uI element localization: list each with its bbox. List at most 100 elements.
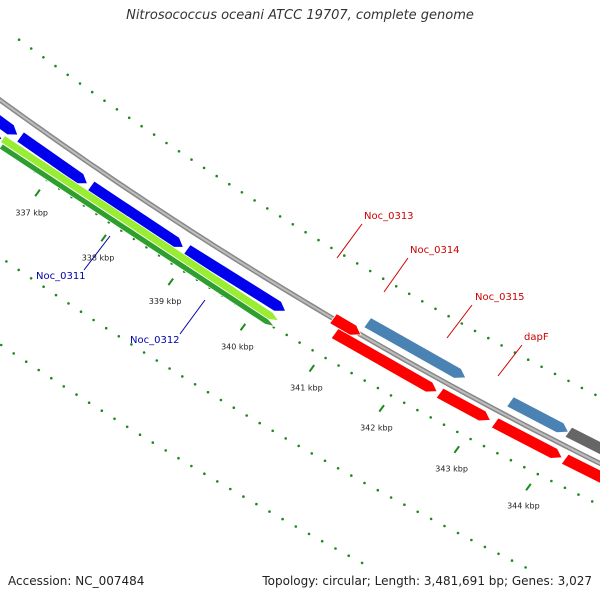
tick-dot — [368, 269, 372, 273]
tick-dot — [470, 538, 473, 542]
tick-dot — [155, 359, 159, 362]
tick-dot — [50, 376, 53, 380]
gene-label: Noc_0313 — [364, 211, 414, 222]
tick-dot — [460, 322, 464, 325]
tick-dot — [66, 73, 69, 77]
kbp-tick-label: 341 kbp — [290, 383, 323, 392]
tick-dot — [297, 444, 301, 448]
tick-dot — [87, 401, 91, 405]
kbp-tick — [378, 404, 385, 413]
cds-arrow — [86, 180, 184, 248]
tick-dot — [117, 335, 121, 338]
kbp-tick-label: 339 kbp — [149, 297, 182, 306]
tick-dot — [469, 437, 472, 441]
tick-dot — [215, 174, 218, 178]
cds-arrow — [0, 114, 19, 136]
tick-dot — [42, 285, 45, 289]
tick-dot — [337, 364, 340, 367]
tick-dot — [376, 386, 380, 390]
tick-dot — [253, 199, 256, 202]
tick-dot — [500, 344, 503, 347]
tick-dot — [483, 545, 487, 549]
tick-dot — [193, 383, 197, 386]
tick-dot — [24, 360, 28, 364]
tick-dot — [54, 293, 58, 297]
gene-label: Noc_0312 — [130, 335, 180, 346]
tick-dot — [381, 277, 385, 281]
tick-dot — [115, 108, 119, 111]
map-title: Nitrosococcus oceani ATCC 19707, complet… — [126, 8, 474, 23]
cds-arrow — [330, 327, 438, 393]
gene-label: Noc_0315 — [475, 292, 525, 303]
kbp-ticks: 337 kbp 338 kbp 339 kbp 340 kbp 341 kbp 342 k… — [15, 189, 540, 511]
kbp-tick-label: 343 kbp — [435, 464, 468, 473]
tick-dot — [473, 329, 477, 333]
kbp-tick — [308, 364, 316, 373]
tick-dot — [294, 525, 298, 528]
gene-label: dapF — [524, 332, 549, 343]
cds-arrow — [490, 417, 563, 459]
tick-dot — [376, 488, 380, 492]
tick-dot — [456, 430, 459, 434]
gene-label: Noc_0311 — [36, 271, 86, 282]
tick-dot — [416, 510, 420, 514]
tick-dot — [416, 408, 419, 412]
tick-dot — [164, 449, 167, 452]
tick-dot — [177, 150, 181, 153]
tick-dot — [360, 561, 364, 565]
gene-label-leader — [336, 223, 363, 259]
tick-dot — [232, 406, 236, 410]
tick-dot — [100, 409, 104, 413]
tick-dot — [567, 379, 570, 383]
tick-dot — [75, 393, 78, 396]
tick-dot — [245, 414, 248, 417]
tick-dot — [229, 487, 232, 491]
kbp-tick-label: 337 kbp — [15, 209, 48, 218]
tick-dot — [523, 465, 526, 469]
cds-arrow — [0, 143, 276, 328]
backbone-line-inner — [0, 98, 600, 465]
tick-dot — [125, 425, 129, 429]
tick-dot — [456, 531, 460, 535]
tick-dot — [138, 433, 142, 437]
tick-dot — [228, 182, 231, 186]
tick-dot — [320, 539, 324, 543]
tick-dot — [402, 401, 406, 405]
kbp-tick — [167, 278, 174, 286]
tick-dot — [67, 302, 70, 305]
tick-dot — [394, 285, 398, 288]
tick-dot — [594, 393, 597, 397]
tick-dot — [130, 343, 133, 346]
tick-dot — [590, 500, 594, 503]
gene-labels: Noc_0311 Noc_0312 Noc_0313 Noc_0314 Noc_0315… — [36, 211, 549, 377]
cds-arrow — [16, 131, 89, 185]
tick-dot — [140, 124, 143, 128]
tick-dot — [524, 566, 527, 569]
gene-label-leader — [383, 257, 409, 293]
tick-dot — [407, 292, 411, 296]
cds-arrow — [435, 387, 492, 422]
tick-dot — [550, 479, 553, 483]
tick-dot — [311, 349, 314, 352]
tick-dot — [526, 358, 530, 362]
tick-dot — [577, 493, 580, 496]
tick-dot — [202, 166, 206, 170]
cds-arrow — [363, 317, 467, 379]
accession-text: Accession: NC_007484 — [8, 574, 145, 588]
kbp-tick-label: 342 kbp — [360, 423, 393, 432]
tick-dot — [17, 38, 21, 41]
tick-dot — [152, 133, 156, 136]
tick-dot — [421, 300, 424, 303]
tick-dot — [151, 441, 155, 444]
tick-dot — [482, 444, 486, 448]
tick-dot — [307, 532, 311, 536]
tick-dot — [442, 423, 446, 427]
tick-dot — [240, 191, 244, 194]
cds-arrow — [560, 453, 600, 484]
tick-dot — [323, 459, 327, 463]
cds-arrow — [0, 135, 280, 322]
tick-dot — [317, 238, 320, 242]
tick-dot — [62, 385, 66, 388]
gene-label: Noc_0314 — [410, 245, 460, 256]
